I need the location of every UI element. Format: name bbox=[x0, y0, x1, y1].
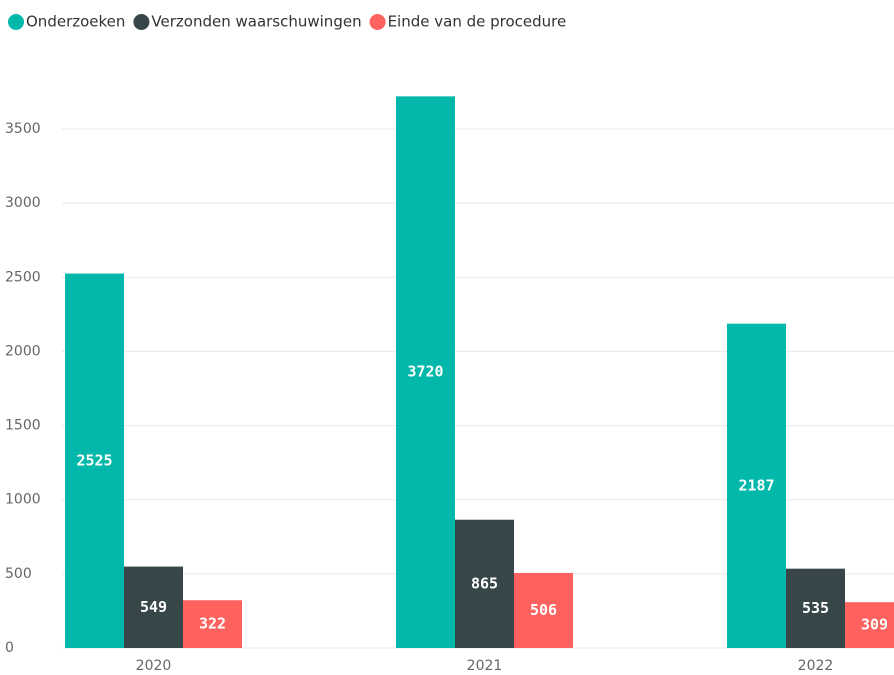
y-tick-label: 0 bbox=[5, 640, 14, 656]
y-tick-label: 3500 bbox=[5, 121, 41, 137]
data-label: 322 bbox=[199, 615, 226, 633]
data-label: 2525 bbox=[76, 451, 112, 469]
legend-label: Einde van de procedure bbox=[388, 13, 567, 31]
legend-marker bbox=[133, 14, 150, 30]
bar bbox=[124, 566, 183, 648]
x-tick-label: 2020 bbox=[136, 658, 172, 674]
data-label: 3720 bbox=[407, 363, 443, 381]
data-label: 2187 bbox=[738, 476, 774, 494]
bar bbox=[65, 273, 124, 648]
y-tick-label: 500 bbox=[5, 566, 32, 582]
data-label: 549 bbox=[140, 598, 167, 616]
y-tick-label: 1500 bbox=[5, 418, 41, 434]
legend-marker bbox=[8, 14, 24, 30]
bar bbox=[786, 568, 845, 648]
y-tick-label: 2000 bbox=[5, 343, 41, 359]
y-tick-label: 3000 bbox=[5, 195, 41, 211]
data-label: 309 bbox=[861, 616, 888, 634]
bar bbox=[514, 572, 573, 648]
bar bbox=[845, 602, 894, 648]
legend-label: Verzonden waarschuwingen bbox=[151, 13, 361, 31]
legend-label: Onderzoeken bbox=[26, 13, 125, 31]
bar bbox=[396, 96, 455, 648]
y-tick-label: 1000 bbox=[5, 492, 41, 508]
x-tick-label: 2022 bbox=[798, 658, 834, 674]
data-label: 535 bbox=[802, 599, 829, 617]
bar bbox=[183, 600, 242, 648]
bar bbox=[455, 519, 514, 648]
legend-marker bbox=[369, 14, 386, 30]
data-label: 506 bbox=[530, 601, 557, 619]
y-tick-label: 2500 bbox=[5, 269, 41, 285]
bar bbox=[727, 323, 786, 648]
data-label: 865 bbox=[471, 574, 498, 592]
x-tick-label: 2021 bbox=[467, 658, 503, 674]
